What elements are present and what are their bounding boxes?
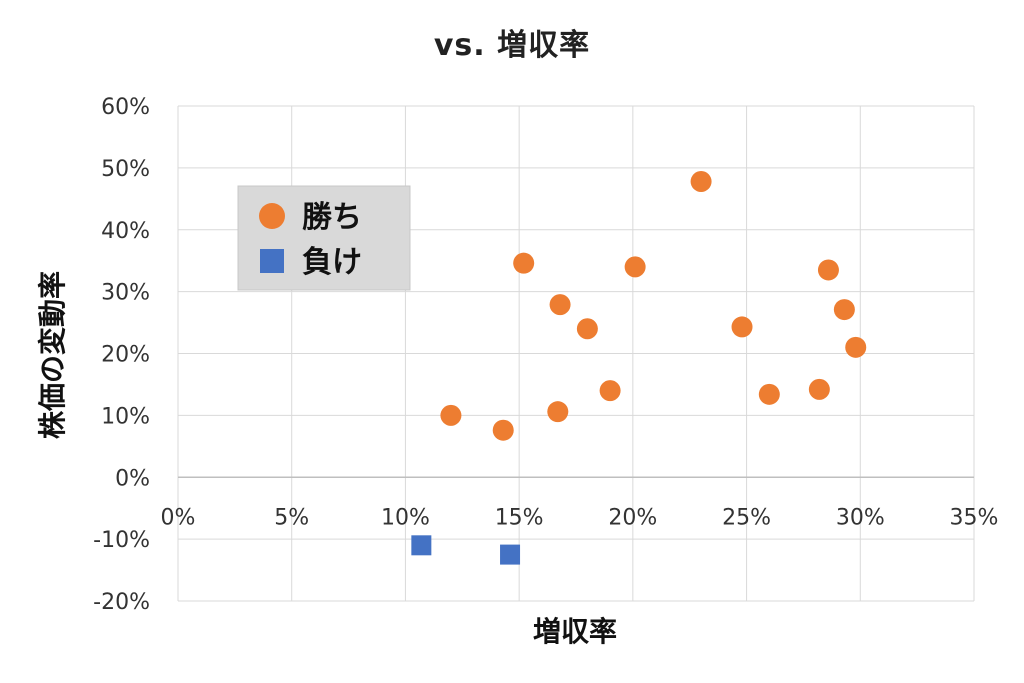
x-tick-label: 10% [381,505,430,530]
y-tick-label: 40% [101,219,150,244]
x-tick-label: 30% [836,505,885,530]
win-point [817,259,839,281]
chart-title: vs. 増収率 [433,28,591,63]
y-tick-label: 50% [101,157,150,182]
x-tick-label: 35% [950,505,999,530]
win-point [549,294,571,316]
win-point [440,404,462,426]
legend-label-loss: 負け [302,245,362,280]
legend: 勝ち 負け [237,185,411,291]
x-axis-title: 増収率 [533,615,617,648]
x-tick-label: 0% [161,505,196,530]
win-point [845,336,867,358]
win-point [690,170,712,192]
y-tick-label: -10% [93,528,150,553]
legend-label-win: 勝ち [302,200,362,235]
win-point [808,378,830,400]
win-point [599,380,621,402]
y-tick-label: 10% [101,404,150,429]
win-point [833,299,855,321]
tick-labels: 0% 5% 10% 15% 20% 25% 30% 35% 60% 50% 40% 30% 20% 10%… [93,95,998,615]
win-point [576,318,598,340]
y-axis-title: 株価の変動率 [36,271,69,439]
x-tick-label: 15% [495,505,544,530]
y-tick-label: 30% [101,281,150,306]
data-points [411,170,867,565]
x-tick-label: 25% [722,505,771,530]
win-point [758,383,780,405]
y-tick-label: 0% [115,466,150,491]
win-point [513,252,535,274]
win-point [547,401,569,423]
x-tick-label: 20% [608,505,657,530]
y-tick-label: 60% [101,95,150,120]
win-point [624,256,646,278]
legend-marker-loss [260,249,284,273]
loss-point [500,544,521,565]
loss-point [411,535,432,556]
y-tick-label: 20% [101,343,150,368]
x-tick-label: 5% [274,505,309,530]
y-tick-label: -20% [93,590,150,615]
legend-marker-win [259,203,285,229]
win-point [492,419,514,441]
win-point [731,316,753,338]
